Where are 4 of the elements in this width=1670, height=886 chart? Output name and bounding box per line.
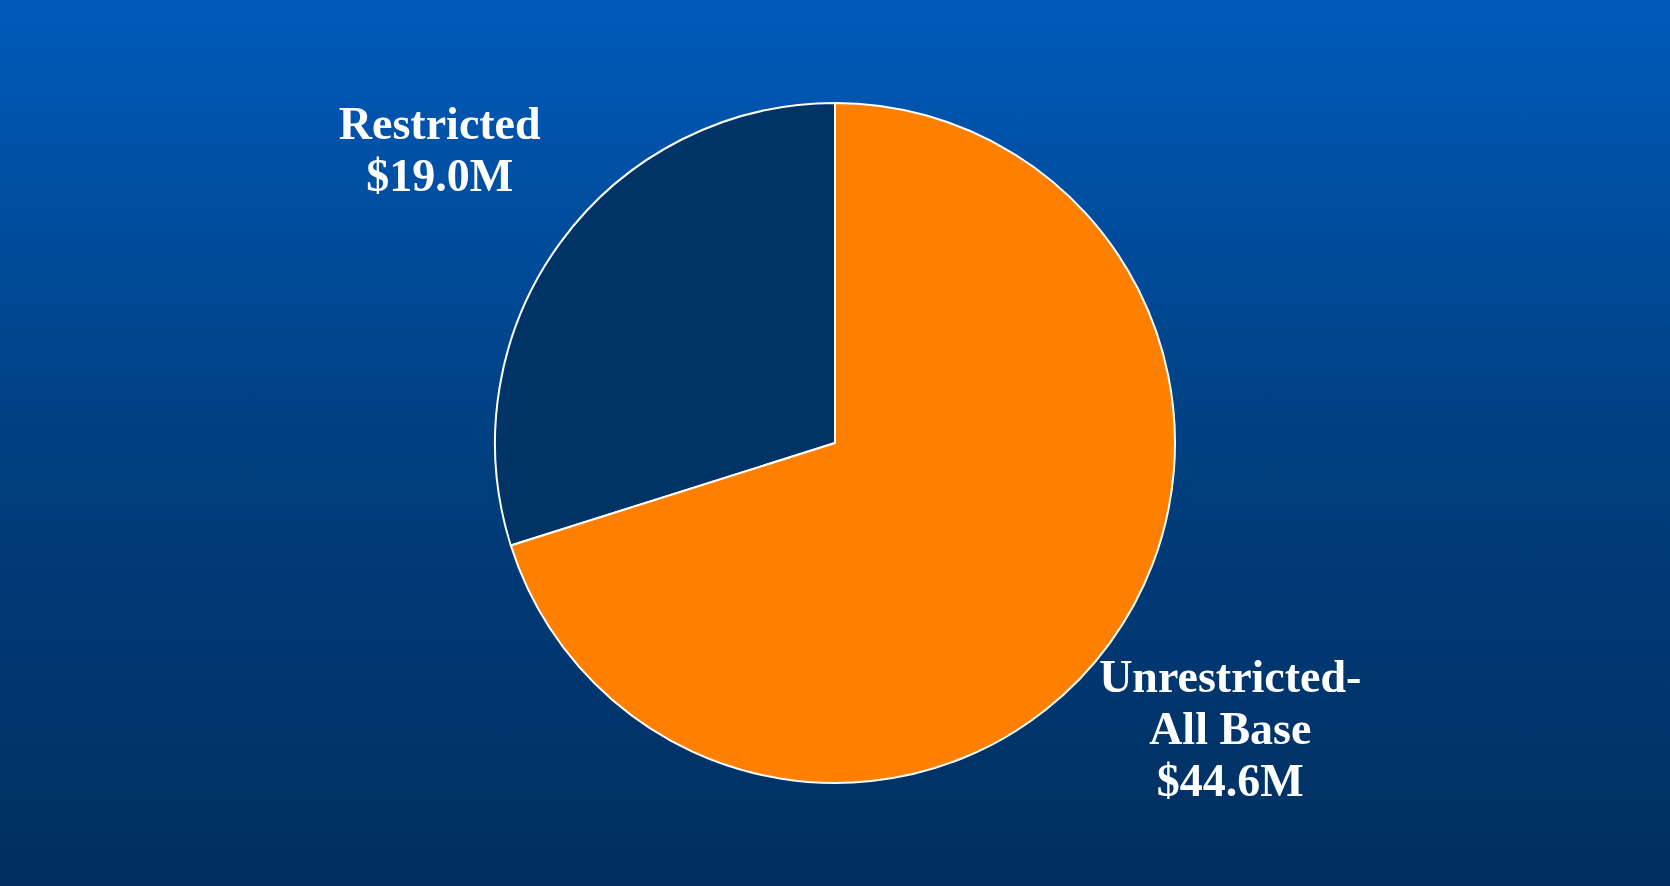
- slice-label: Restricted: [338, 98, 542, 150]
- slice-label: Unrestricted-All Base: [1099, 651, 1362, 755]
- data-label: $19.0M: [366, 150, 514, 202]
- data-label: $44.6M: [1156, 755, 1304, 807]
